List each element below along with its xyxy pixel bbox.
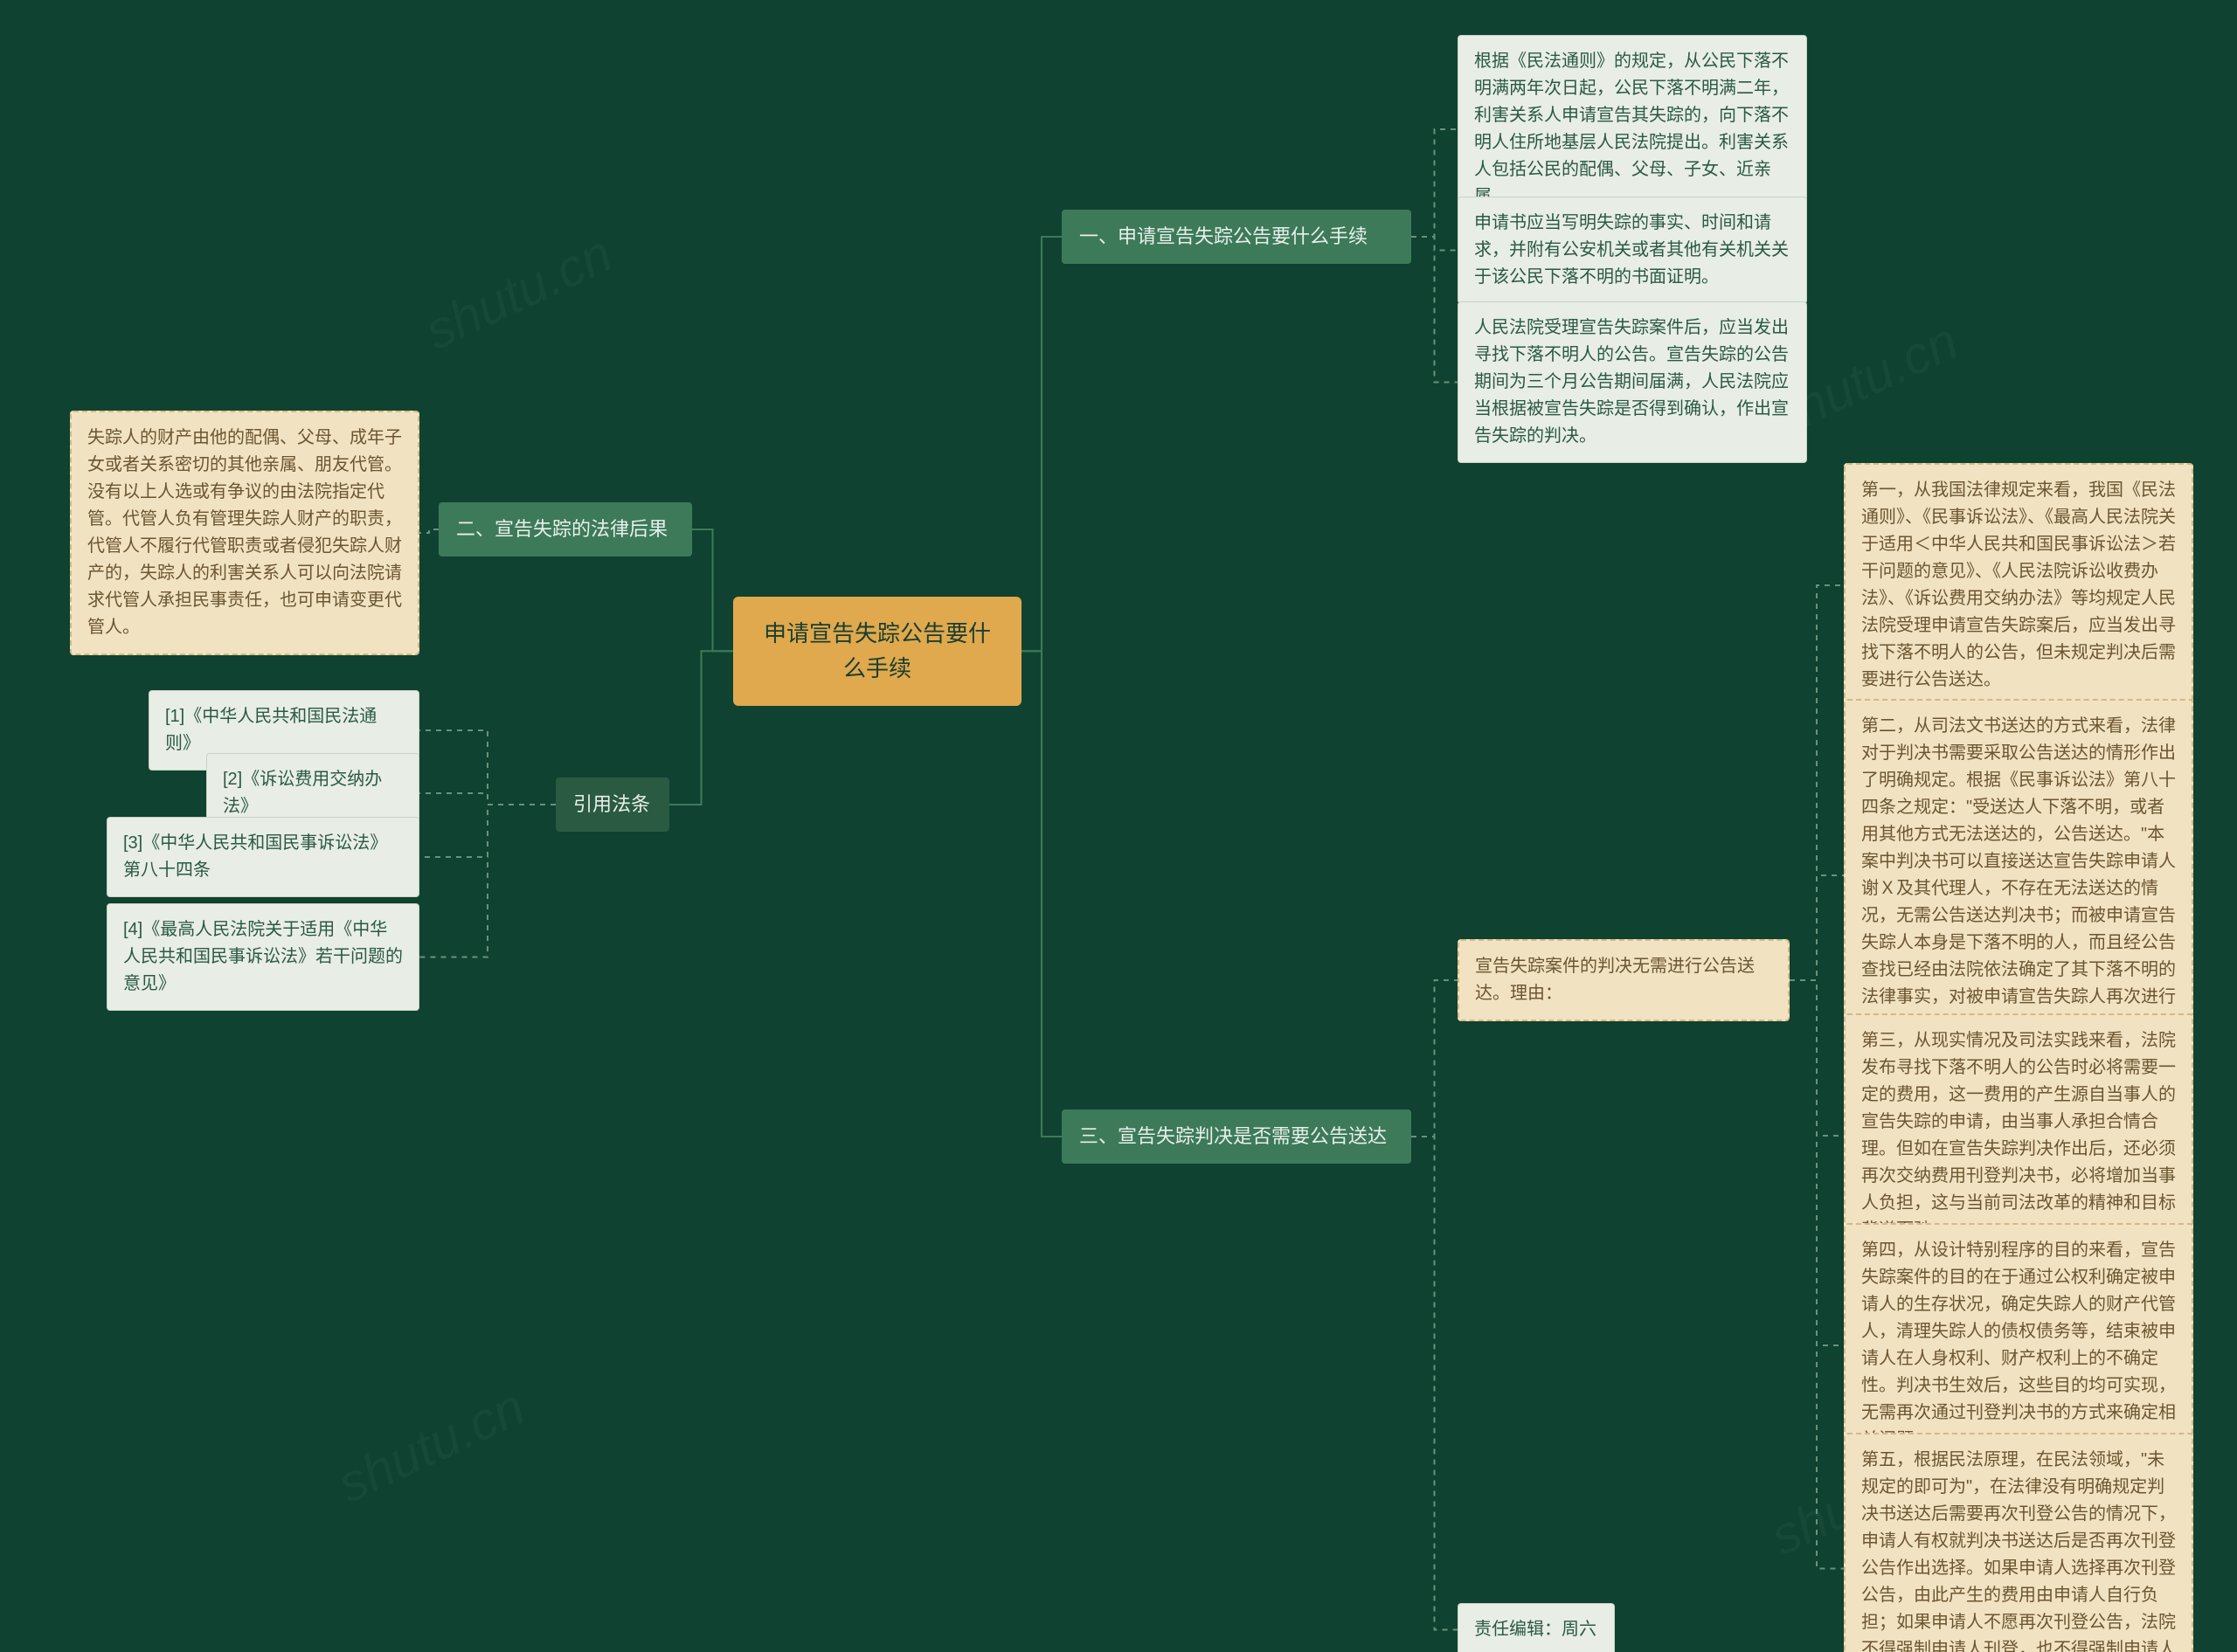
watermark: shutu.cn [329,1376,534,1514]
leaf-3b: 责任编辑：周六 [1458,1603,1615,1652]
leaf-3r3: 第三，从现实情况及司法实践来看，法院发布寻找下落不明人的公告时必将需要一定的费用… [1844,1013,2193,1258]
leaf-1a: 根据《民法通则》的规定，从公民下落不明满两年次日起，公民下落不明满二年，利害关系… [1458,35,1807,224]
leaf-1c: 人民法院受理宣告失踪案件后，应当发出寻找下落不明人的公告。宣告失踪的公告期间为三… [1458,301,1807,463]
leaf-2a: 失踪人的财产由他的配偶、父母、成年子女或者关系密切的其他亲属、朋友代管。没有以上… [70,411,419,655]
leaf-3r2: 第二，从司法文书送达的方式来看，法律对于判决书需要采取公告送达的情形作出了明确规… [1844,699,2193,1052]
branch-4: 引用法条 [556,778,669,832]
leaf-1b: 申请书应当写明失踪的事实、时间和请求，并附有公安机关或者其他有关机关关于该公民下… [1458,197,1807,304]
branch-3: 三、宣告失踪判决是否需要公告送达 [1062,1109,1411,1164]
branch-3a: 宣告失踪案件的判决无需进行公告送达。理由： [1458,939,1790,1021]
branch-2: 二、宣告失踪的法律后果 [439,502,692,556]
watermark: shutu.cn [416,223,621,361]
leaf-3r4: 第四，从设计特别程序的目的来看，宣告失踪案件的目的在于通过公权利确定被申请人的生… [1844,1223,2193,1468]
root-node: 申请宣告失踪公告要什么手续 [733,597,1022,706]
leaf-3r5: 第五，根据民法原理，在民法领域，"未规定的即可为"，在法律没有明确规定判决书送达… [1844,1433,2193,1652]
leaf-3r1: 第一，从我国法律规定来看，我国《民法通则》、《民事诉讼法》、《最高人民法院关于适… [1844,463,2193,708]
leaf-4d: [4]《最高人民法院关于适用《中华人民共和国民事诉讼法》若干问题的意见》 [107,903,419,1011]
leaf-4c: [3]《中华人民共和国民事诉讼法》第八十四条 [107,817,419,897]
branch-1: 一、申请宣告失踪公告要什么手续 [1062,210,1411,264]
